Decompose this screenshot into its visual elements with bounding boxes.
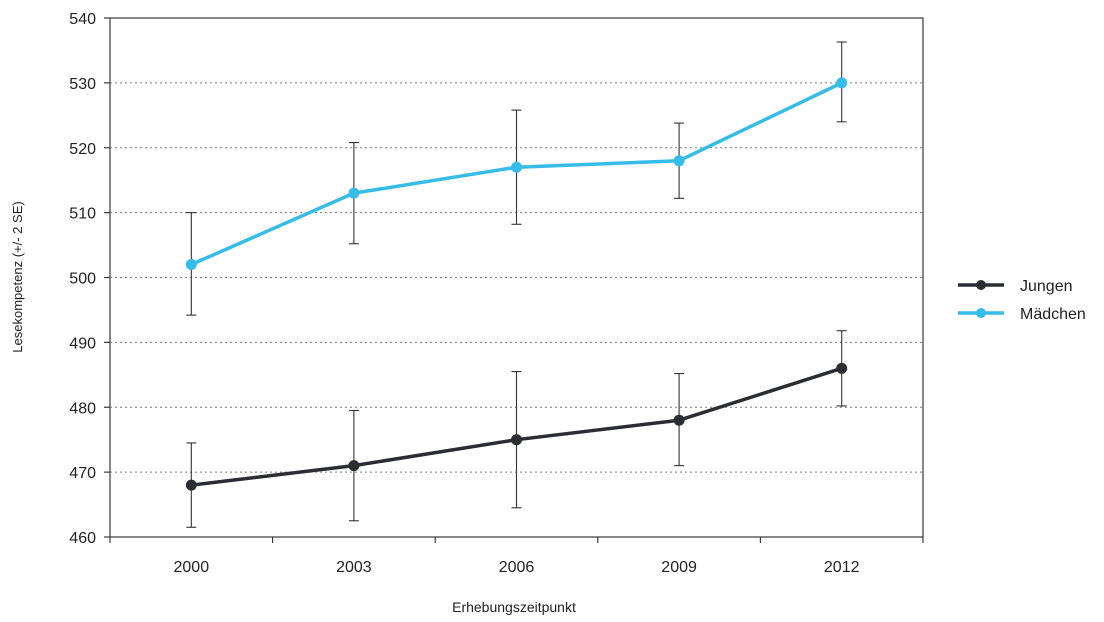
data-point-m-dchen [185, 259, 197, 271]
legend-label: Mädchen [1020, 306, 1086, 323]
y-tick-label: 530 [69, 76, 96, 93]
data-point-m-dchen [836, 77, 848, 89]
data-point-jungen [511, 434, 522, 446]
y-axis-title: Lesekompetenz (+/- 2 SE) [10, 201, 25, 352]
y-tick-label: 480 [69, 400, 96, 417]
legend: Jungen Mädchen [958, 278, 1086, 323]
legend-label: Jungen [1020, 278, 1073, 295]
x-tick-label: 2006 [499, 559, 535, 576]
data-point-jungen [185, 479, 197, 491]
data-point-jungen [836, 362, 848, 374]
y-tick-label: 460 [69, 530, 96, 547]
y-tick-label: 490 [69, 335, 96, 352]
y-tick-label: 540 [69, 11, 96, 28]
legend-swatch-marker [976, 280, 986, 290]
legend-item-jungen: Jungen [958, 278, 1073, 295]
y-tick-label: 510 [69, 206, 96, 223]
legend-swatch-marker [976, 308, 986, 318]
x-tick-label: 2012 [824, 559, 860, 576]
legend-item-m-dchen: Mädchen [958, 306, 1086, 323]
x-tick-label: 2003 [336, 559, 372, 576]
data-point-jungen [673, 414, 685, 426]
data-point-m-dchen [673, 155, 685, 167]
y-tick-label: 470 [69, 465, 96, 482]
x-tick-label: 2009 [661, 559, 697, 576]
data-point-m-dchen [511, 161, 522, 173]
data-point-m-dchen [348, 187, 360, 199]
x-axis-title: Erhebungszeitpunkt [452, 599, 576, 615]
y-tick-label: 520 [69, 141, 96, 158]
data-point-jungen [348, 460, 360, 472]
x-tick-label: 2000 [174, 559, 210, 576]
y-tick-label: 500 [69, 271, 96, 288]
